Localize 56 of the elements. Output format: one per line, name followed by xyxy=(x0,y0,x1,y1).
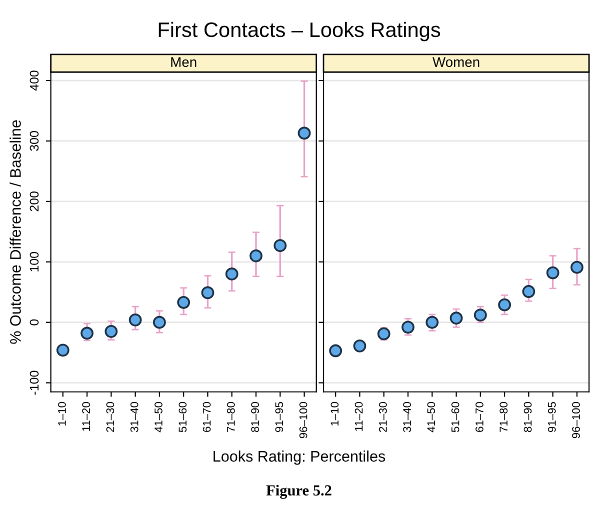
point xyxy=(498,298,512,312)
point xyxy=(104,324,118,338)
x-tick-label: 61–70 xyxy=(476,402,484,432)
x-tick-label: 1–10 xyxy=(330,402,339,426)
point xyxy=(177,296,190,309)
point xyxy=(353,339,366,352)
point xyxy=(225,268,238,280)
point xyxy=(250,249,262,262)
point xyxy=(474,308,487,322)
x-tick-label: 11–20 xyxy=(82,402,90,431)
point xyxy=(298,126,311,140)
y-axis-title: % Outcome Difference / Baseline xyxy=(10,120,21,344)
caption: Figure 5.2 xyxy=(266,484,332,499)
point xyxy=(377,327,390,340)
x-tick-label: 1–10 xyxy=(58,402,66,426)
point xyxy=(570,260,584,274)
chart-title: First Contacts – Looks Ratings xyxy=(158,22,440,42)
point xyxy=(450,312,463,325)
y-tick-label: 0 xyxy=(30,319,39,326)
x-tick-label: 51–60 xyxy=(451,402,460,432)
point xyxy=(426,316,439,329)
x-tick-label: 21–30 xyxy=(378,402,387,432)
point xyxy=(128,313,142,326)
x-axis-title: Looks Rating: Percentiles xyxy=(214,450,386,465)
x-tick-label: 41–50 xyxy=(154,402,162,432)
x-tick-label: 31–40 xyxy=(130,402,138,432)
x-tick-label: 81–90 xyxy=(251,402,259,432)
x-tick-label: 11–20 xyxy=(354,402,363,431)
point xyxy=(56,344,70,357)
y-tick-label: -100 xyxy=(30,370,39,395)
chart-subtitle: Men xyxy=(171,57,196,67)
point xyxy=(201,286,214,300)
x-tick-label: 31–40 xyxy=(403,402,411,432)
point xyxy=(522,285,536,298)
x-tick-label: 71–80 xyxy=(226,402,235,432)
x-tick-label: 41–50 xyxy=(427,402,436,432)
chart-subtitle: Women xyxy=(432,57,480,67)
point xyxy=(546,266,560,280)
x-tick-label: 91–95 xyxy=(275,402,284,432)
y-tick-label: 200 xyxy=(30,191,39,212)
x-tick-label: 51–60 xyxy=(178,402,187,432)
x-tick-label: 96–100 xyxy=(299,402,308,438)
y-tick-label: 100 xyxy=(30,252,39,272)
point xyxy=(329,344,342,358)
x-tick-label: 96–100 xyxy=(572,402,580,438)
y-tick-label: 300 xyxy=(30,131,39,151)
y-tick-label: 400 xyxy=(30,70,39,91)
point xyxy=(402,320,414,334)
x-tick-label: 71–80 xyxy=(500,402,508,432)
point xyxy=(152,316,166,329)
x-tick-label: 61–70 xyxy=(202,402,211,432)
point xyxy=(274,239,287,252)
point xyxy=(80,326,94,340)
x-tick-label: 81–90 xyxy=(524,402,532,432)
x-tick-label: 21–30 xyxy=(106,402,114,432)
x-tick-label: 91–95 xyxy=(548,402,556,432)
